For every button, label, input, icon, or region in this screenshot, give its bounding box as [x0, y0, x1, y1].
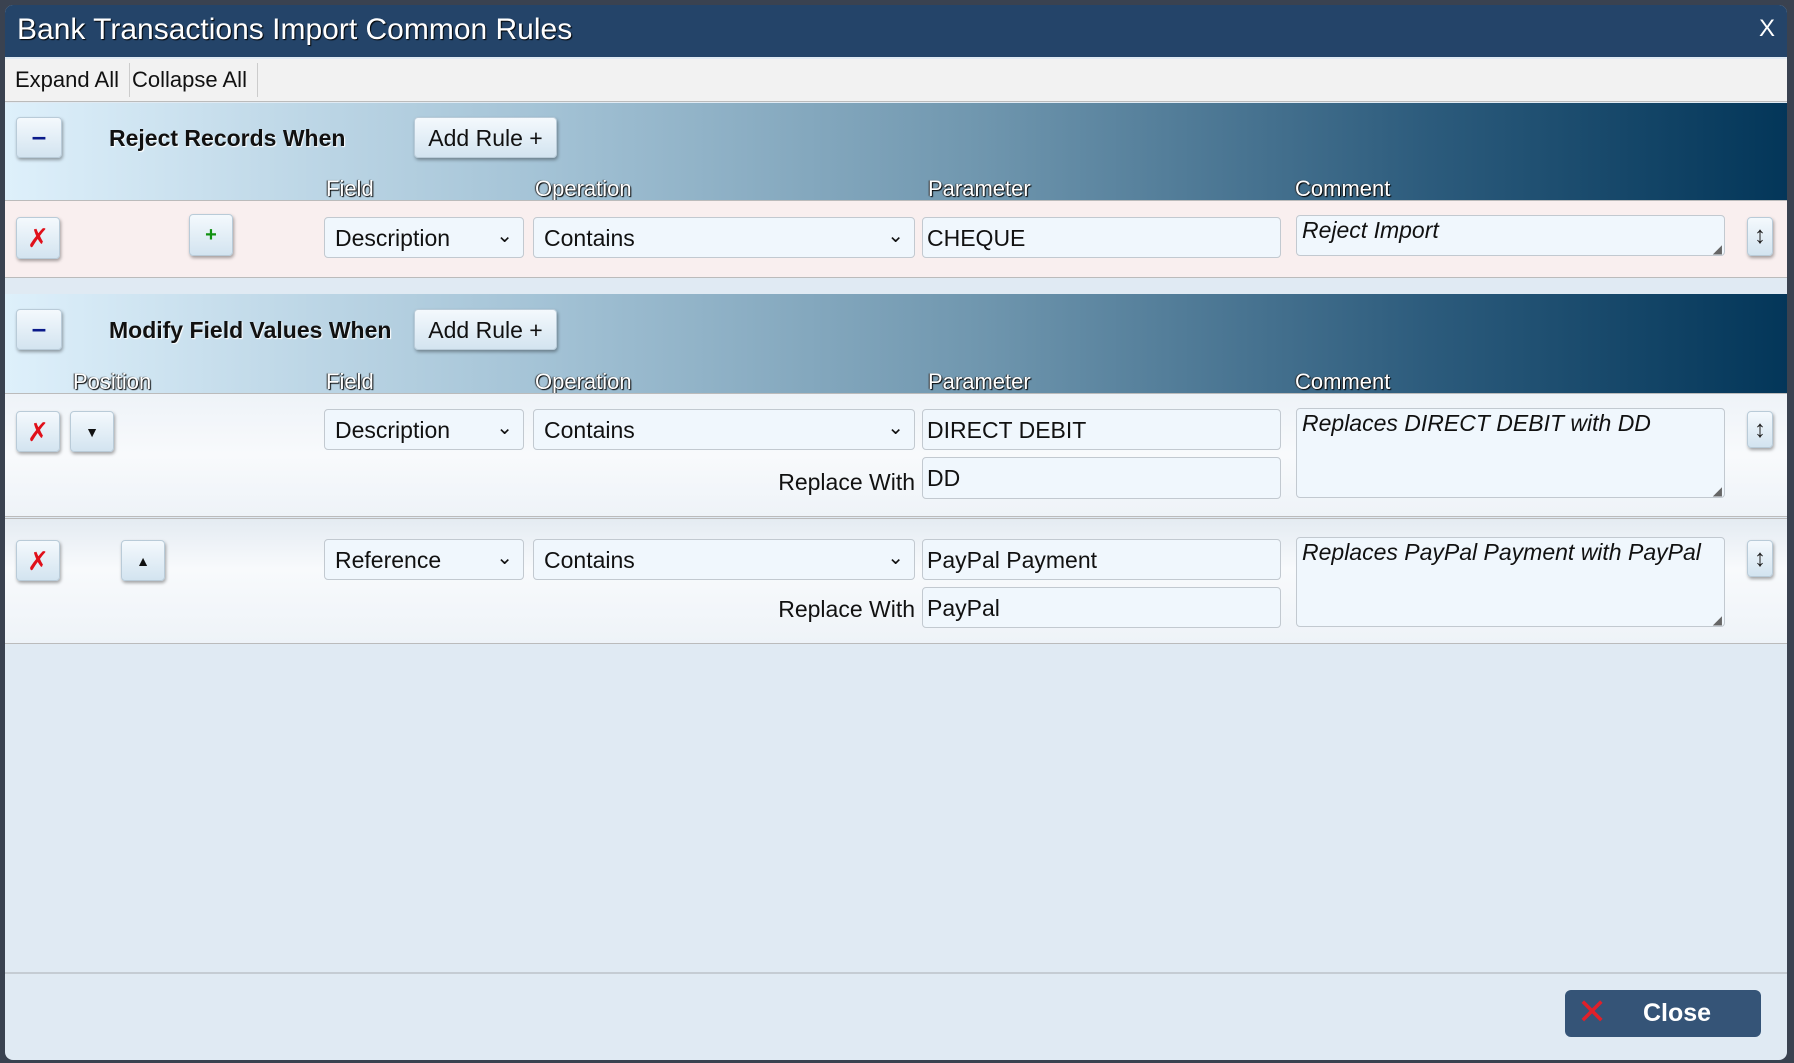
delete-rule-button[interactable]: ✗: [16, 411, 60, 452]
move-up-button[interactable]: ▲: [121, 540, 165, 581]
column-header-operation: Operation: [535, 369, 632, 394]
chevron-down-icon: ⌄: [887, 225, 904, 247]
column-header-parameter: Parameter: [928, 369, 1031, 394]
chevron-down-icon: ⌄: [496, 547, 513, 569]
column-header-position: Position: [73, 369, 152, 394]
operation-select[interactable]: Contains ⌄: [533, 217, 915, 258]
chevron-down-icon: ⌄: [887, 547, 904, 569]
field-select[interactable]: Description ⌄: [324, 409, 524, 450]
comment-textarea[interactable]: Reject Import ◢: [1296, 215, 1725, 256]
close-x-icon: ✕: [1577, 991, 1608, 1032]
close-button[interactable]: ✕ Close: [1565, 990, 1761, 1037]
dialog-title: Bank Transactions Import Common Rules: [17, 13, 573, 46]
field-select[interactable]: Reference ⌄: [324, 539, 524, 580]
replace-with-label: Replace With: [778, 596, 915, 622]
expand-comment-button[interactable]: ↕: [1747, 540, 1773, 577]
rules-dialog: Bank Transactions Import Common Rules X …: [5, 5, 1787, 1060]
parameter-input[interactable]: DIRECT DEBIT: [922, 409, 1281, 450]
column-header-parameter: Parameter: [928, 176, 1031, 201]
expand-comment-button[interactable]: ↕: [1747, 411, 1773, 448]
close-label: Close: [1643, 999, 1712, 1027]
add-sub-rule-button[interactable]: +: [189, 214, 233, 256]
section-title: Modify Field Values When: [109, 317, 392, 343]
dialog-footer: ✕ Close: [5, 972, 1787, 1060]
toolbar: Expand All Collapse All: [5, 59, 1787, 102]
rule-row: ✗ ▼ Description ⌄ Contains ⌄ DIRECT DEBIT …: [5, 393, 1787, 517]
expand-all-button[interactable]: Expand All: [5, 63, 130, 97]
column-header-operation: Operation: [535, 176, 632, 201]
operation-select[interactable]: Contains ⌄: [533, 539, 915, 580]
title-bar: Bank Transactions Import Common Rules X: [5, 5, 1787, 57]
replace-with-input[interactable]: DD: [922, 457, 1281, 499]
close-icon[interactable]: X: [1758, 15, 1775, 42]
column-header-comment: Comment: [1295, 369, 1391, 394]
section-title: Reject Records When: [109, 125, 346, 151]
resize-grip-icon: ◢: [1712, 613, 1722, 627]
rule-row: ✗ ▲ Reference ⌄ Contains ⌄ PayPal Payment …: [5, 518, 1787, 644]
collapse-section-button[interactable]: –: [16, 309, 62, 350]
expand-comment-button[interactable]: ↕: [1747, 217, 1773, 256]
move-down-button[interactable]: ▼: [70, 411, 114, 452]
delete-rule-button[interactable]: ✗: [16, 217, 60, 259]
add-rule-button[interactable]: Add Rule +: [414, 309, 557, 350]
chevron-down-icon: ⌄: [887, 417, 904, 439]
resize-grip-icon: ◢: [1712, 484, 1722, 498]
collapse-all-button[interactable]: Collapse All: [122, 63, 258, 97]
operation-select[interactable]: Contains ⌄: [533, 409, 915, 450]
reject-section-header: – Reject Records When Add Rule + Field O…: [5, 103, 1787, 201]
comment-textarea[interactable]: Replaces PayPal Payment with PayPal ◢: [1296, 537, 1725, 627]
comment-textarea[interactable]: Replaces DIRECT DEBIT with DD ◢: [1296, 408, 1725, 498]
field-select[interactable]: Description ⌄: [324, 217, 524, 258]
column-header-field: Field: [326, 176, 374, 201]
parameter-input[interactable]: PayPal Payment: [922, 539, 1281, 580]
modify-section-header: – Modify Field Values When Add Rule + Po…: [5, 294, 1787, 394]
column-header-comment: Comment: [1295, 176, 1391, 201]
parameter-input[interactable]: CHEQUE: [922, 217, 1281, 258]
rule-row: ✗ + Description ⌄ Contains ⌄ CHEQUE Reject…: [5, 200, 1787, 278]
add-rule-button[interactable]: Add Rule +: [414, 117, 557, 158]
column-header-field: Field: [326, 369, 374, 394]
collapse-section-button[interactable]: –: [16, 117, 62, 158]
replace-with-label: Replace With: [778, 469, 915, 495]
chevron-down-icon: ⌄: [496, 225, 513, 247]
delete-rule-button[interactable]: ✗: [16, 540, 60, 581]
chevron-down-icon: ⌄: [496, 417, 513, 439]
replace-with-input[interactable]: PayPal: [922, 587, 1281, 628]
resize-grip-icon: ◢: [1712, 242, 1722, 256]
